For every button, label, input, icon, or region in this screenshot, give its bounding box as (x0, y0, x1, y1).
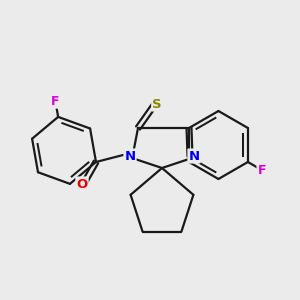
Text: S: S (152, 98, 162, 110)
Text: N: N (188, 149, 200, 163)
Text: F: F (257, 164, 266, 176)
Text: F: F (51, 94, 60, 108)
Text: O: O (76, 178, 88, 190)
Text: N: N (124, 149, 136, 163)
